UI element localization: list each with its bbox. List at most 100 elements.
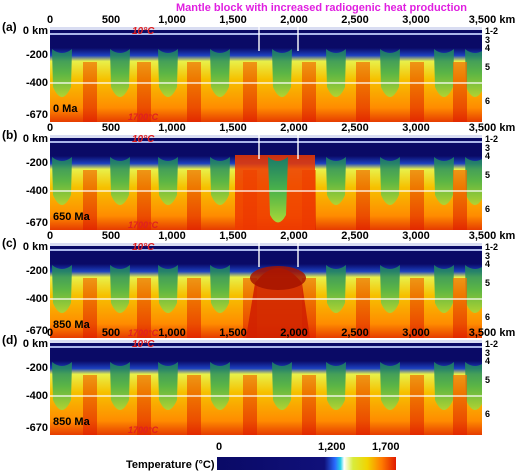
panel-label: (d) [2,333,18,347]
y-tick: 0 km [22,338,48,350]
x-tick: 3,000 [402,327,430,339]
hot-upwelling [453,170,467,230]
layer-label: 3 [485,35,491,45]
x-tick: 2,500 [341,327,369,339]
top-temp-label: 10°C [132,26,155,37]
bottom-temp-label: 1700°C [128,328,159,338]
x-tick: 3,500 km [468,14,516,26]
hot-upwelling [356,62,370,122]
top-temp-label: 10°C [132,242,155,253]
layer-label: 6 [485,96,491,106]
layer-label: 4 [485,356,491,366]
hot-upwelling [410,278,424,338]
cold-downwelling [210,49,230,97]
hot-upwelling [137,62,151,122]
hot-upwelling [137,170,151,230]
y-tick: -400 [25,293,48,305]
hot-upwelling [356,375,370,435]
hot-upwelling [356,278,370,338]
cold-downwelling [326,265,346,313]
y-tick: -670 [25,109,48,121]
layer-label: 6 [485,204,491,214]
hot-upwelling [410,375,424,435]
x-tick: 1,000 [158,230,186,242]
upper-crust-layer [50,135,482,138]
cold-downwelling [434,49,454,97]
upper-crust-layer [50,340,482,343]
cold-downwelling [465,49,482,97]
panel-label: (a) [2,20,17,34]
panel-a: (a) 0 500 1,000 1,500 2,000 2,500 3,000 … [0,14,530,122]
x-tick: 3,000 [402,230,430,242]
x-tick: 0 [46,14,54,26]
layer-label: 6 [485,312,491,322]
x-tick: 2,500 [341,14,369,26]
age-label: 650 Ma [53,211,90,223]
cold-downwelling [110,265,130,313]
y-tick: -670 [25,217,48,229]
x-tick: 500 [101,14,121,26]
x-tick: 2,000 [280,230,308,242]
upper-crust-layer [50,243,482,246]
panel-label: (c) [2,236,17,250]
hot-upwelling [356,170,370,230]
x-tick: 3,500 km [468,230,516,242]
cold-downwelling [465,265,482,313]
temperature-field [50,243,482,338]
temperature-field [50,135,482,230]
cold-downwelling [434,362,454,410]
layer-label: 1-2 [485,339,499,349]
age-label: 850 Ma [53,416,90,428]
cold-downwelling [210,157,230,205]
y-tick: -200 [25,362,48,374]
x-tick: 1,500 [219,327,247,339]
y-tick: -200 [25,157,48,169]
y-tick: -200 [25,265,48,277]
x-tick: 500 [101,327,121,339]
cold-downwelling [326,157,346,205]
layer-label: 5 [485,278,491,288]
x-tick: 1,500 [219,230,247,242]
colorbar-mid-label: 1,200 [318,441,346,453]
hot-upwelling [137,278,151,338]
y-tick: -670 [25,325,48,337]
layer-label: 3 [485,143,491,153]
cold-downwelling [272,362,292,410]
cold-downwelling [326,362,346,410]
hot-upwelling [453,62,467,122]
colorbar-min-label: 0 [216,441,223,453]
x-tick: 2,000 [280,327,308,339]
cold-downwelling [434,157,454,205]
x-tick: 3,000 [402,122,430,134]
cold-downwelling [158,49,178,97]
x-tick: 500 [101,122,121,134]
cold-downwelling [52,49,72,97]
hot-upwelling [302,375,316,435]
x-tick: 2,000 [280,14,308,26]
hot-upwelling [453,278,467,338]
temperature-field [50,27,482,122]
colorbar-title: Temperature (°C) [126,459,215,471]
cold-downwelling [465,362,482,410]
x-tick: 3,000 [402,14,430,26]
cold-downwelling [110,362,130,410]
panel-c: (c) 0 500 1,000 1,500 2,000 2,500 3,000 … [0,230,530,338]
hot-upwelling [302,62,316,122]
top-temp-label: 10°C [132,134,155,145]
plume-head [250,266,306,290]
hot-upwelling [83,62,97,122]
layer-label: 1-2 [485,26,499,36]
central-downwelling [268,157,288,223]
hot-upwelling [83,170,97,230]
bottom-temp-label: 1700°C [128,220,159,230]
y-tick: -400 [25,185,48,197]
hot-upwelling [410,170,424,230]
x-tick: 1,500 [219,122,247,134]
cold-downwelling [210,265,230,313]
hot-upwelling [83,278,97,338]
bottom-temp-label: 1700°C [128,425,159,435]
age-label: 0 Ma [53,103,78,115]
hot-upwelling [187,278,201,338]
hot-upwelling [453,375,467,435]
temperature-colorbar [217,457,396,470]
